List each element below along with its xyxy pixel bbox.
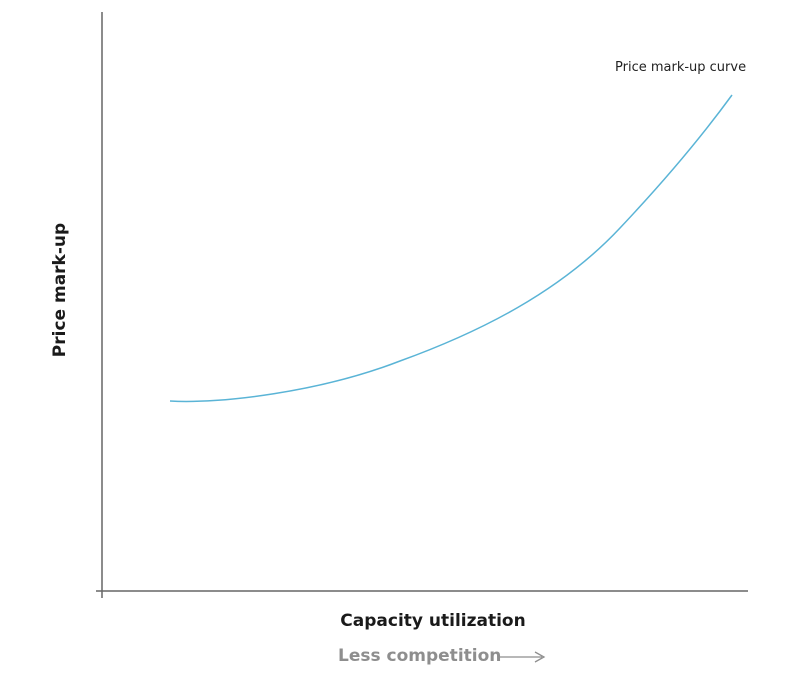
arrow-right-icon [534,651,546,663]
price-markup-curve [169,94,733,403]
x-axis-sublabel: Less competition [338,646,502,666]
y-axis-label: Price mark-up [50,222,70,358]
curve-label: Price mark-up curve [615,60,747,75]
x-axis-label: Capacity utilization [340,611,526,631]
